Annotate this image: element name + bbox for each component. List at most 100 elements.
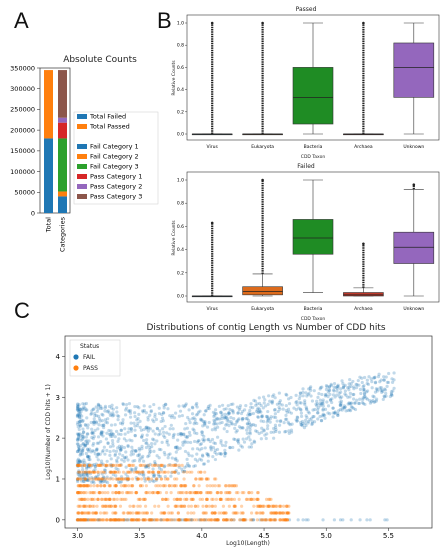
fail-point	[233, 437, 237, 442]
pass-point	[193, 504, 197, 508]
fail-point	[302, 426, 307, 430]
fail-point	[209, 446, 213, 450]
fail-point	[152, 479, 156, 484]
panel-c-legend-title: Status	[80, 343, 99, 350]
fail-point	[261, 419, 266, 424]
pass-point	[102, 518, 106, 522]
fail-point	[370, 386, 374, 390]
fail-point	[352, 406, 356, 411]
fail-point	[326, 411, 330, 415]
pass-point	[101, 470, 106, 474]
fail-point	[319, 402, 323, 406]
fail-point	[79, 443, 83, 448]
fail-point	[144, 425, 149, 429]
fail-point	[175, 445, 179, 449]
fail-point	[213, 518, 218, 522]
fail-point	[99, 479, 103, 483]
fail-point	[241, 426, 245, 430]
fail-point	[319, 418, 324, 423]
pass-point	[175, 497, 179, 502]
fail-point	[213, 428, 218, 432]
fail-point	[367, 375, 371, 379]
fail-point	[342, 384, 346, 388]
pass-point	[104, 497, 108, 502]
panel-a-bar-segment	[44, 70, 53, 139]
pass-point	[149, 477, 154, 481]
fail-point	[137, 454, 141, 458]
fail-point	[284, 413, 288, 417]
pass-point	[115, 477, 119, 481]
pass-point	[98, 490, 102, 495]
fail-point	[136, 421, 140, 425]
fail-point	[244, 437, 249, 441]
fail-point	[223, 451, 227, 455]
pass-point	[163, 470, 167, 474]
fail-point	[223, 448, 227, 452]
fail-point	[187, 453, 191, 457]
pass-point	[105, 477, 110, 481]
fail-point	[202, 413, 206, 417]
fail-point	[225, 422, 229, 426]
fail-point	[84, 401, 88, 406]
fail-point	[138, 448, 142, 452]
fail-point	[86, 426, 90, 430]
pass-point	[108, 484, 112, 488]
fail-point	[311, 408, 315, 412]
pass-point	[222, 511, 226, 515]
pass-point	[232, 497, 237, 502]
fail-point	[252, 440, 257, 444]
fail-point	[383, 388, 388, 392]
pass-point	[92, 497, 96, 502]
fail-point	[162, 465, 166, 469]
fail-point	[275, 419, 279, 423]
fail-point	[129, 450, 134, 454]
fail-point	[213, 448, 217, 452]
fail-point	[124, 477, 128, 481]
fail-point	[307, 387, 311, 391]
pass-point	[92, 484, 96, 488]
fail-point	[175, 459, 179, 463]
pass-point	[111, 490, 115, 495]
pass-point	[205, 497, 209, 502]
fail-point	[238, 406, 242, 410]
panel-letter-a: A	[14, 8, 29, 33]
pass-point	[90, 497, 95, 502]
pass-point	[213, 518, 218, 522]
pass-point	[78, 463, 83, 467]
fail-point	[246, 413, 250, 417]
fail-point	[350, 405, 355, 410]
pass-point	[89, 484, 93, 488]
panel-b-ytick-label: 1.0	[177, 21, 184, 27]
fail-point	[104, 420, 108, 424]
pass-point	[165, 518, 169, 522]
pass-point	[198, 490, 203, 495]
fail-point	[343, 392, 347, 396]
pass-point	[285, 504, 289, 508]
fail-point	[287, 431, 291, 436]
fail-point	[110, 463, 114, 467]
fail-point	[274, 415, 278, 420]
pass-point	[138, 511, 142, 515]
fail-point	[201, 454, 205, 458]
pass-point	[77, 511, 81, 515]
panel-c-xlabel: Log10(Length)	[226, 540, 270, 547]
pass-point	[267, 504, 271, 508]
pass-point	[193, 490, 197, 495]
pass-point	[91, 490, 95, 495]
pass-point	[165, 518, 169, 522]
fail-point	[341, 381, 345, 386]
fail-point	[324, 393, 328, 397]
fail-point	[116, 432, 121, 436]
fail-point	[277, 391, 281, 395]
fail-point	[296, 416, 300, 420]
fail-point	[128, 415, 133, 419]
fail-point	[146, 463, 150, 467]
pass-point	[114, 504, 118, 508]
pass-point	[75, 463, 80, 467]
fail-point	[315, 402, 320, 406]
fail-point	[78, 424, 82, 429]
fail-point	[307, 391, 311, 395]
fail-point	[256, 415, 260, 419]
fail-point	[303, 421, 307, 425]
